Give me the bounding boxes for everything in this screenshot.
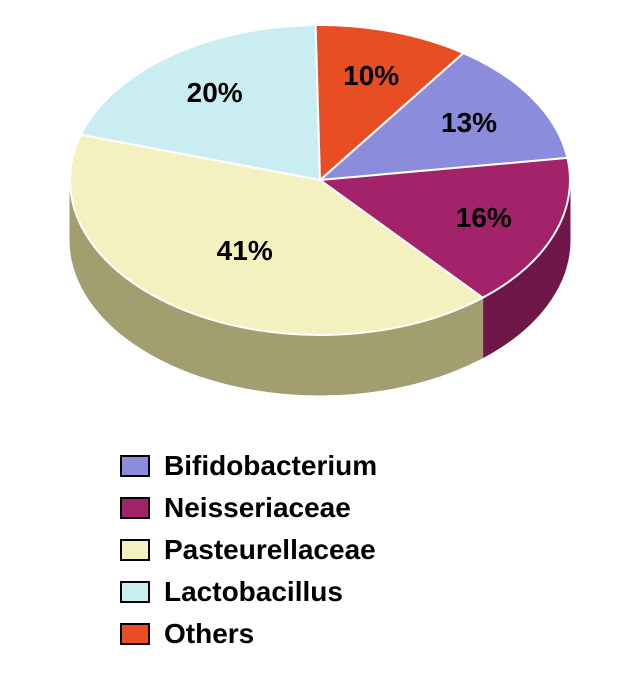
legend-swatch [120,455,150,477]
slice-label: 20% [187,77,243,109]
legend-label: Neisseriaceae [164,492,351,524]
legend-label: Pasteurellaceae [164,534,376,566]
slice-label: 16% [456,202,512,234]
legend-item: Neisseriaceae [120,492,377,524]
legend: Bifidobacterium Neisseriaceae Pasteurell… [120,450,377,660]
legend-label: Others [164,618,254,650]
legend-swatch [120,581,150,603]
slice-label: 10% [343,60,399,92]
legend-swatch [120,623,150,645]
legend-item: Pasteurellaceae [120,534,377,566]
legend-item: Lactobacillus [120,576,377,608]
slice-label: 13% [441,107,497,139]
legend-item: Others [120,618,377,650]
legend-label: Lactobacillus [164,576,343,608]
legend-swatch [120,497,150,519]
pie-chart-3d: 13% 16% 41% 20% 10% [0,0,639,420]
legend-item: Bifidobacterium [120,450,377,482]
legend-swatch [120,539,150,561]
pie-svg [0,0,639,420]
legend-label: Bifidobacterium [164,450,377,482]
slice-label: 41% [217,235,273,267]
